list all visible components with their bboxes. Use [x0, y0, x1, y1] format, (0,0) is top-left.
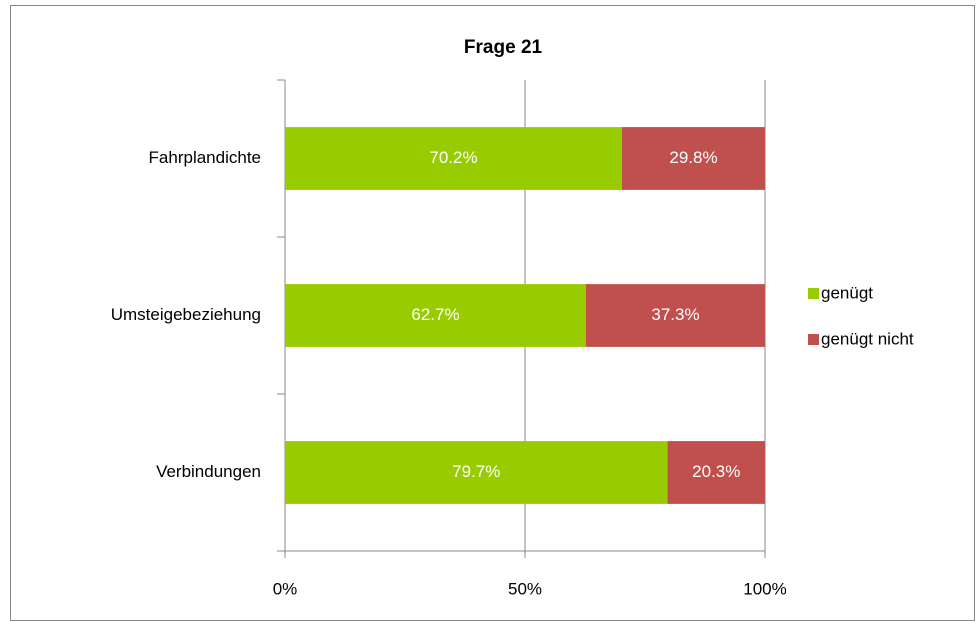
data-label: 70.2%: [429, 148, 477, 167]
data-label: 62.7%: [411, 305, 459, 324]
data-label: 29.8%: [669, 148, 717, 167]
x-tick-label: 50%: [508, 579, 542, 598]
data-label: 20.3%: [692, 462, 740, 481]
y-tick-label: Fahrplandichte: [149, 148, 261, 167]
y-tick-label: Verbindungen: [156, 462, 261, 481]
data-label: 37.3%: [651, 305, 699, 324]
legend-swatch: [808, 288, 819, 299]
bar-segment: [285, 284, 586, 347]
y-tick-label: Umsteigebeziehung: [111, 305, 261, 324]
legend-label: genügt nicht: [821, 329, 914, 348]
bar-segment: [285, 441, 668, 504]
x-tick-label: 100%: [743, 579, 786, 598]
legend-label: genügt: [821, 283, 873, 302]
bar-segment: [667, 441, 765, 504]
data-label: 79.7%: [452, 462, 500, 481]
legend-swatch: [808, 334, 819, 345]
bar-segment: [621, 127, 765, 190]
x-tick-label: 0%: [273, 579, 298, 598]
bar-segment: [285, 127, 622, 190]
bar-segment: [585, 284, 765, 347]
chart-title: Frage 21: [464, 37, 543, 58]
